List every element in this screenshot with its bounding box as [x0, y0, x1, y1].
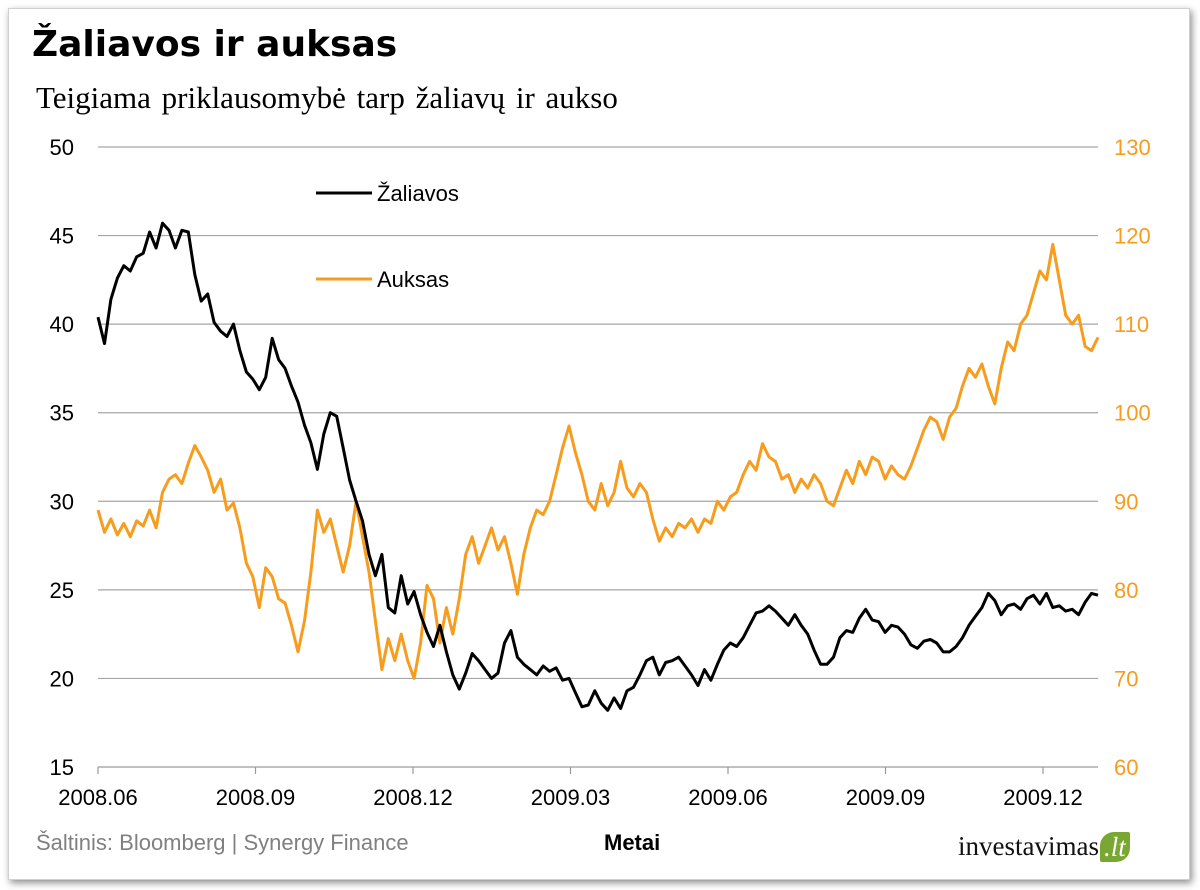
chart-subtitle: Teigiama priklausomybė tarp žaliavų ir a… [36, 80, 618, 115]
x-axis-label: Metai [604, 830, 661, 855]
x-tick-label: 2009.03 [531, 785, 611, 810]
x-tick-label: 2008.12 [373, 785, 453, 810]
series-line-zaliavos [96, 221, 1099, 712]
left-tick-label: 25 [50, 578, 74, 603]
right-tick-label: 100 [1114, 401, 1151, 426]
right-tick-label: 130 [1114, 135, 1151, 160]
legend: Žaliavos Auksas [316, 181, 459, 292]
left-tick-label: 15 [50, 755, 74, 780]
x-tick-label: 2008.06 [58, 785, 138, 810]
grid-lines [98, 146, 1098, 768]
left-axis-ticks: 50 45 40 35 30 25 20 15 [50, 135, 74, 780]
right-tick-label: 110 [1114, 312, 1149, 337]
series-line-auksas [96, 242, 1100, 680]
left-tick-label: 45 [50, 224, 74, 249]
series-lines [96, 221, 1100, 712]
left-tick-label: 30 [50, 489, 74, 514]
legend-label: Žaliavos [377, 181, 459, 206]
source-note: Šaltinis: Bloomberg | Synergy Finance [36, 830, 409, 855]
right-axis-ticks: 130 120 110 100 90 80 70 60 [1114, 135, 1151, 780]
x-tick-label: 2009.09 [846, 785, 926, 810]
right-tick-label: 120 [1114, 224, 1151, 249]
left-tick-label: 40 [50, 312, 74, 337]
right-tick-label: 80 [1114, 578, 1138, 603]
chart-title: Žaliavos ir auksas [32, 24, 398, 65]
right-tick-label: 90 [1114, 489, 1138, 514]
left-tick-label: 35 [50, 401, 74, 426]
right-tick-label: 60 [1114, 755, 1138, 780]
x-tick-label: 2008.09 [216, 785, 296, 810]
x-tick-label: 2009.06 [688, 785, 768, 810]
legend-label: Auksas [377, 267, 449, 292]
logo-text: investavimas [958, 831, 1099, 861]
right-tick-label: 70 [1114, 666, 1138, 691]
left-tick-label: 20 [50, 666, 74, 691]
investavimas-logo: investavimas .lt [958, 816, 1130, 862]
logo-leaf-icon: .lt [1099, 832, 1130, 862]
x-axis-ticks: 2008.06 2008.09 2008.12 2009.03 2009.06 2009.… [58, 767, 1083, 810]
x-tick-label: 2009.12 [1003, 785, 1083, 810]
left-tick-label: 50 [50, 135, 74, 160]
chart-frame [8, 8, 1190, 880]
